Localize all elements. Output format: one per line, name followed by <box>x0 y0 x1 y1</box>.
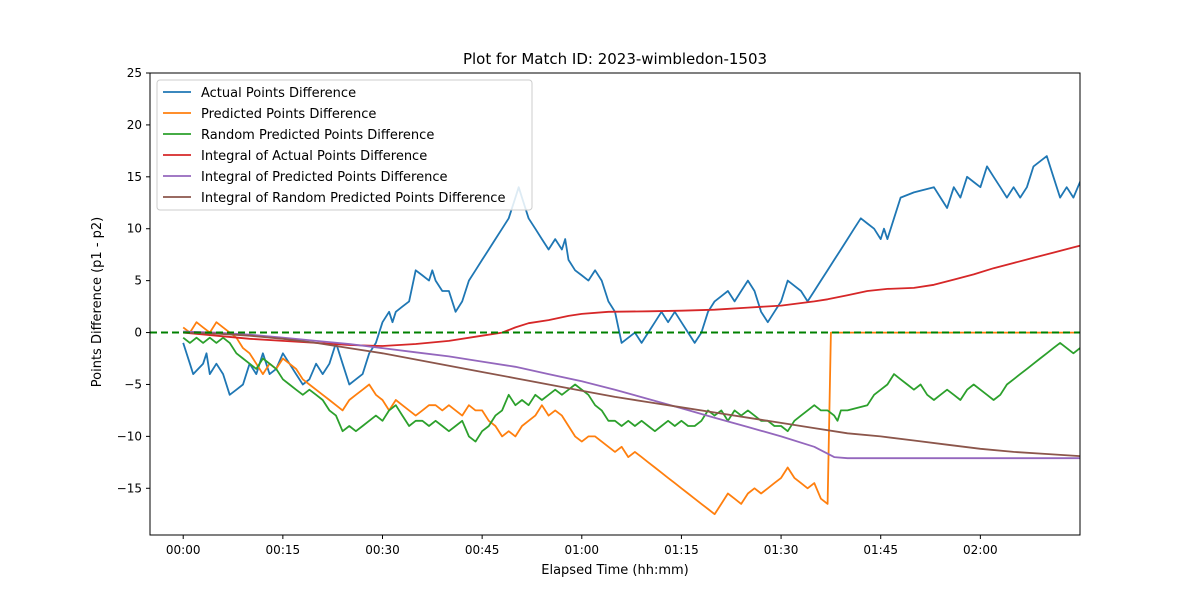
series-line-5 <box>183 330 1080 460</box>
axis-ticks: 00:00 00:15 00:30 00:45 01:00 01:15 01:30 01:45… <box>117 66 998 557</box>
y-tick-label: −5 <box>124 377 142 391</box>
legend-box <box>156 79 533 211</box>
legend-entry-label: Integral of Actual Points Difference <box>201 149 427 164</box>
y-tick-label: −15 <box>117 481 142 495</box>
plot-area <box>150 155 1080 516</box>
x-tick-label: 01:45 <box>863 543 898 557</box>
x-tick-label: 00:00 <box>166 543 201 557</box>
x-tick-label: 00:30 <box>365 543 400 557</box>
y-tick-label: −10 <box>117 429 142 443</box>
legend: Actual Points Difference Predicted Points… <box>156 79 533 211</box>
series-line-6 <box>183 331 1080 458</box>
x-tick-label: 02:00 <box>963 543 998 557</box>
y-axis-label: Points Difference (p1 - p2) <box>90 217 105 387</box>
series-line-2 <box>182 321 1080 516</box>
axes-frame <box>149 72 1081 536</box>
legend-entry-label: Integral of Random Predicted Points Diff… <box>201 191 505 206</box>
series-line-3 <box>182 336 1080 443</box>
y-tick-label: 5 <box>134 274 142 288</box>
legend-entry-label: Actual Points Difference <box>201 86 356 101</box>
x-tick-label: 01:00 <box>564 543 599 557</box>
x-tick-label: 00:45 <box>465 543 500 557</box>
legend-entry-label: Integral of Predicted Points Difference <box>201 170 448 185</box>
y-tick-label: 25 <box>127 66 142 80</box>
chart-title: Plot for Match ID: 2023-wimbledon-1503 <box>463 50 767 68</box>
x-tick-label: 01:30 <box>764 543 799 557</box>
legend-entry-label: Random Predicted Points Difference <box>201 128 434 143</box>
y-tick-label: 10 <box>127 222 142 236</box>
x-tick-label: 00:15 <box>266 543 301 557</box>
y-tick-label: 20 <box>127 118 142 132</box>
series-line-1 <box>182 155 1080 396</box>
x-axis-label: Elapsed Time (hh:mm) <box>541 563 688 578</box>
legend-entry-label: Predicted Points Difference <box>201 107 376 122</box>
y-tick-label: 15 <box>127 170 142 184</box>
y-tick-label: 0 <box>134 326 142 340</box>
series-line-4 <box>183 244 1080 347</box>
x-tick-label: 01:15 <box>664 543 699 557</box>
